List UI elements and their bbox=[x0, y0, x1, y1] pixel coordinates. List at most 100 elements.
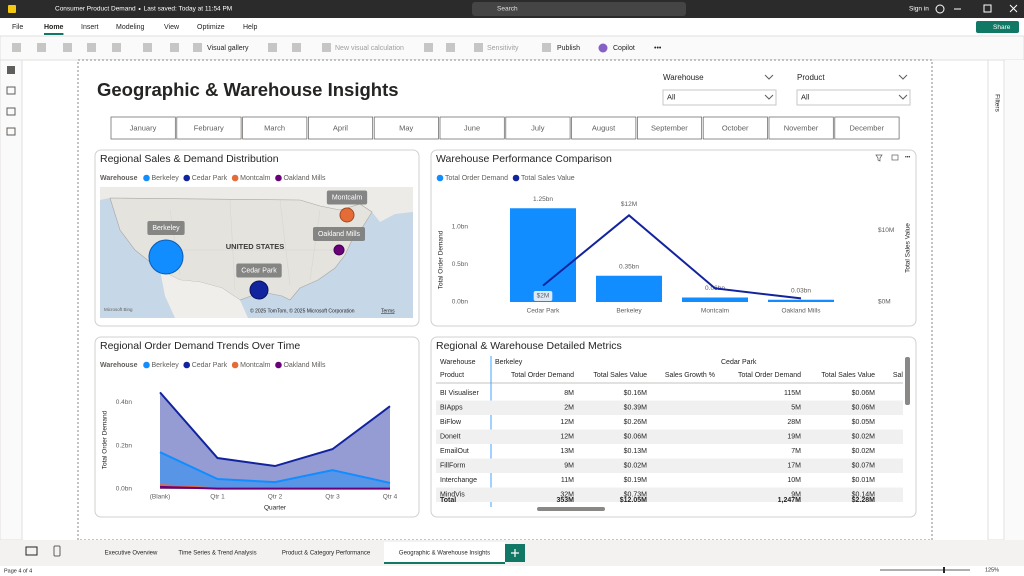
legend-label[interactable]: Total Order Demand bbox=[445, 175, 508, 182]
more[interactable]: ••• bbox=[654, 45, 662, 52]
column-header[interactable]: Total Sales Value bbox=[593, 372, 647, 379]
month-label: November bbox=[784, 123, 819, 132]
column-header[interactable]: Sales Growth % bbox=[665, 372, 715, 379]
legend-label[interactable]: Cedar Park bbox=[192, 362, 228, 369]
cell: 19M bbox=[787, 433, 801, 440]
slicer-dropdown[interactable] bbox=[797, 90, 910, 105]
slicer-dropdown[interactable] bbox=[663, 90, 776, 105]
cell: $0.07M bbox=[852, 462, 876, 469]
map-country: UNITED STATES bbox=[226, 242, 284, 251]
ribbon-button[interactable]: Visual gallery bbox=[207, 45, 249, 52]
ribbon-button[interactable]: Sensitivity bbox=[487, 45, 519, 52]
save-status: Last saved: Today at 11:54 PM bbox=[144, 6, 233, 13]
map-terms[interactable]: Terms bbox=[381, 308, 395, 314]
legend-label[interactable]: Montcalm bbox=[240, 362, 271, 369]
legend-marker bbox=[143, 362, 150, 369]
bubble-label: Berkeley bbox=[152, 225, 180, 232]
page-tab[interactable]: Time Series & Trend Analysis bbox=[178, 551, 256, 557]
month-label: June bbox=[464, 123, 480, 132]
bar bbox=[596, 276, 662, 302]
sign-in[interactable]: Sign in bbox=[909, 6, 929, 13]
legend-marker bbox=[232, 362, 239, 369]
app-icon bbox=[8, 5, 16, 13]
data-label: 0.35bn bbox=[619, 263, 639, 270]
cell: 5M bbox=[791, 404, 801, 411]
ribbon-button[interactable]: New visual calculation bbox=[335, 45, 404, 52]
row-label: EmailOut bbox=[440, 448, 469, 455]
copilot-icon bbox=[599, 44, 608, 53]
column-header[interactable]: Total Order Demand bbox=[738, 372, 801, 379]
table-hscrollbar[interactable] bbox=[537, 507, 605, 511]
month-label: March bbox=[264, 123, 285, 132]
visual-more[interactable]: ••• bbox=[905, 154, 911, 160]
data-label: 0.03bn bbox=[791, 287, 811, 294]
group-header: Berkeley bbox=[495, 359, 523, 366]
total-label: Total bbox=[440, 497, 456, 504]
x-tick-label: Qtr 1 bbox=[210, 494, 225, 501]
filters-pane[interactable] bbox=[988, 60, 1004, 540]
slicer-value: All bbox=[667, 92, 676, 101]
cell: 28M bbox=[787, 419, 801, 426]
cell: 7M bbox=[791, 448, 801, 455]
y-axis-title: Total Order Demand bbox=[438, 230, 445, 289]
month-label: February bbox=[194, 123, 224, 132]
x-tick-label: Qtr 2 bbox=[268, 494, 283, 501]
x-tick-label: Oakland Mills bbox=[781, 308, 821, 315]
status-dot bbox=[139, 8, 141, 10]
cell: $0.02M bbox=[852, 433, 876, 440]
left-pane bbox=[0, 60, 22, 540]
menu-item[interactable]: Insert bbox=[81, 24, 99, 31]
menu-item[interactable]: Optimize bbox=[197, 24, 225, 31]
x-tick-label: Montcalm bbox=[701, 308, 729, 315]
cell: 2M bbox=[564, 404, 574, 411]
ribbon-button[interactable]: Publish bbox=[557, 45, 580, 52]
legend-marker bbox=[183, 175, 190, 182]
legend-label[interactable]: Oakland Mills bbox=[283, 175, 326, 182]
y-tick-label: 0.0bn bbox=[116, 486, 133, 493]
zoom-level: 125% bbox=[985, 567, 999, 573]
table-scrollbar[interactable] bbox=[905, 357, 910, 405]
cell: 12M bbox=[560, 419, 574, 426]
row-header: Warehouse bbox=[440, 359, 476, 366]
y-tick-label: 1.0bn bbox=[452, 224, 469, 231]
share[interactable]: Share bbox=[993, 24, 1011, 31]
page-tab[interactable]: Executive Overview bbox=[105, 551, 158, 557]
cell: $0.05M bbox=[852, 419, 876, 426]
legend-label[interactable]: Cedar Park bbox=[192, 175, 228, 182]
group-header: Cedar Park bbox=[721, 359, 757, 366]
cell: $0.01M bbox=[852, 477, 876, 484]
menu-item[interactable]: Modeling bbox=[116, 24, 145, 31]
legend-label[interactable]: Berkeley bbox=[151, 175, 179, 182]
cell: $0.06M bbox=[624, 433, 648, 440]
cell: $0.16M bbox=[624, 390, 648, 397]
column-header[interactable]: Total Sales Value bbox=[821, 372, 875, 379]
legend-marker bbox=[275, 362, 282, 369]
menu-item[interactable]: View bbox=[164, 24, 180, 31]
legend-label[interactable]: Total Sales Value bbox=[521, 175, 575, 182]
column-header[interactable]: Total Order Demand bbox=[511, 372, 574, 379]
row-stripe bbox=[436, 430, 903, 445]
ribbon-button[interactable]: Copilot bbox=[613, 45, 635, 52]
menu-item[interactable]: Help bbox=[243, 24, 258, 31]
row-label: DoneIt bbox=[440, 433, 461, 440]
page-tab[interactable]: Geographic & Warehouse Insights bbox=[399, 551, 490, 557]
legend-label[interactable]: Oakland Mills bbox=[283, 362, 326, 369]
menu-item[interactable]: Home bbox=[44, 24, 64, 31]
filters-label[interactable]: Filters bbox=[993, 94, 1000, 112]
bar bbox=[682, 298, 748, 303]
legend-label[interactable]: Berkeley bbox=[151, 362, 179, 369]
data-label: 1.25bn bbox=[533, 196, 553, 203]
menu-item[interactable]: File bbox=[12, 24, 23, 31]
y-tick-label: 0.0bn bbox=[452, 299, 469, 306]
page-tab[interactable]: Product & Category Performance bbox=[282, 551, 371, 557]
legend-marker bbox=[275, 175, 282, 182]
right-icons bbox=[1005, 60, 1024, 540]
search[interactable]: Search bbox=[497, 6, 518, 13]
month-label: May bbox=[399, 123, 413, 132]
zoom-thumb[interactable] bbox=[943, 567, 945, 573]
legend-title: Warehouse bbox=[100, 175, 138, 182]
bar bbox=[510, 208, 576, 302]
legend-label[interactable]: Montcalm bbox=[240, 175, 271, 182]
cell: 17M bbox=[787, 462, 801, 469]
